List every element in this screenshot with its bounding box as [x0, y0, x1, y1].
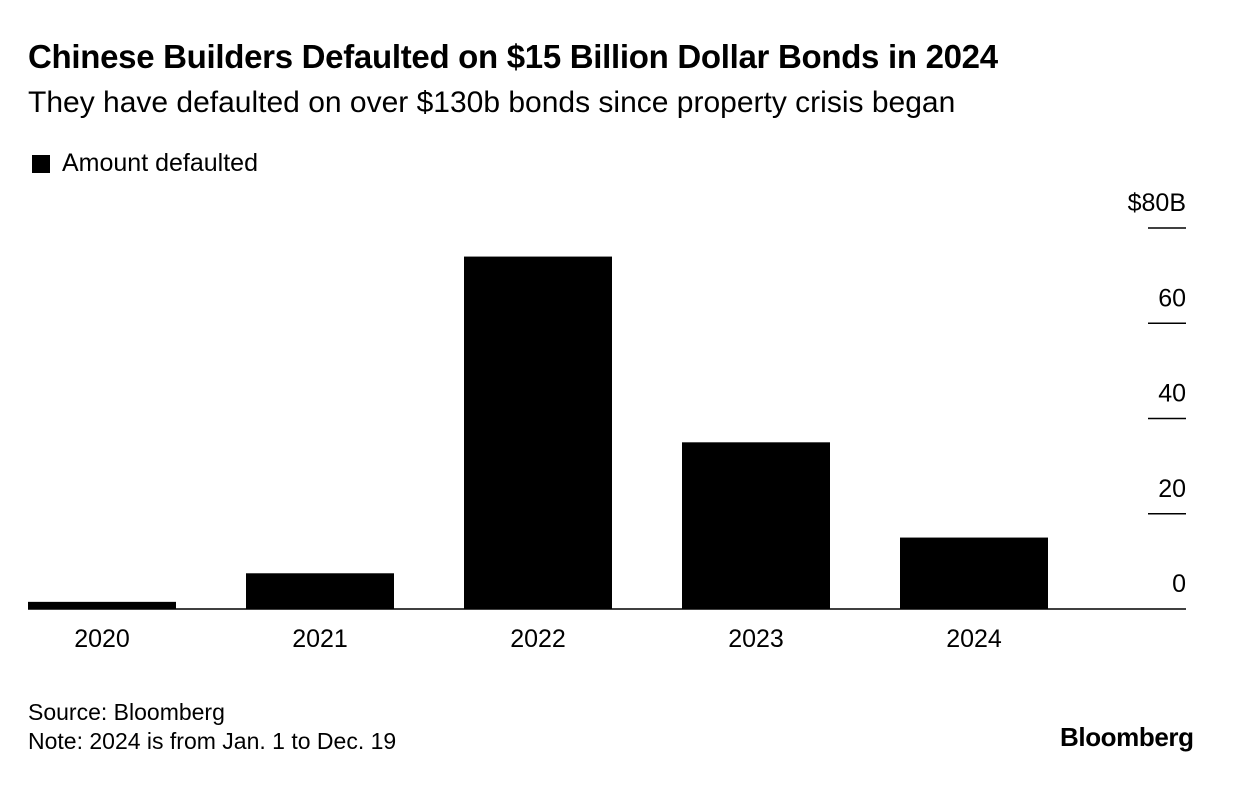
date-note: Note: 2024 is from Jan. 1 to Dec. 19 [28, 728, 397, 754]
x-tick-label-2023: 2023 [728, 625, 784, 653]
chart-subtitle: They have defaulted on over $130b bonds … [28, 86, 956, 119]
y-tick-label-80: $80B [1128, 189, 1186, 217]
footer: Source: Bloomberg Note: 2024 is from Jan… [28, 698, 396, 756]
legend: Amount defaulted [32, 149, 258, 178]
y-tick-label-60: 60 [1158, 284, 1186, 312]
legend-swatch [32, 154, 50, 173]
source-note: Source: Bloomberg [28, 699, 225, 725]
x-tick-label-2021: 2021 [292, 625, 348, 653]
bar-2022 [464, 256, 612, 609]
bar-2023 [682, 442, 830, 609]
bar-2024 [900, 537, 1048, 609]
x-tick-label-2022: 2022 [510, 625, 566, 653]
y-tick-label-0: 0 [1172, 570, 1186, 598]
legend-label: Amount defaulted [62, 149, 258, 177]
bar-2020 [28, 601, 176, 609]
x-tick-label-2020: 2020 [74, 625, 130, 653]
y-tick-label-20: 20 [1158, 475, 1186, 503]
bar-2021 [246, 573, 394, 609]
y-tick-label-40: 40 [1158, 380, 1186, 408]
x-tick-label-2024: 2024 [946, 625, 1002, 653]
bloomberg-logo: Bloomberg [1060, 722, 1194, 752]
chart-title: Chinese Builders Defaulted on $15 Billio… [28, 38, 998, 75]
